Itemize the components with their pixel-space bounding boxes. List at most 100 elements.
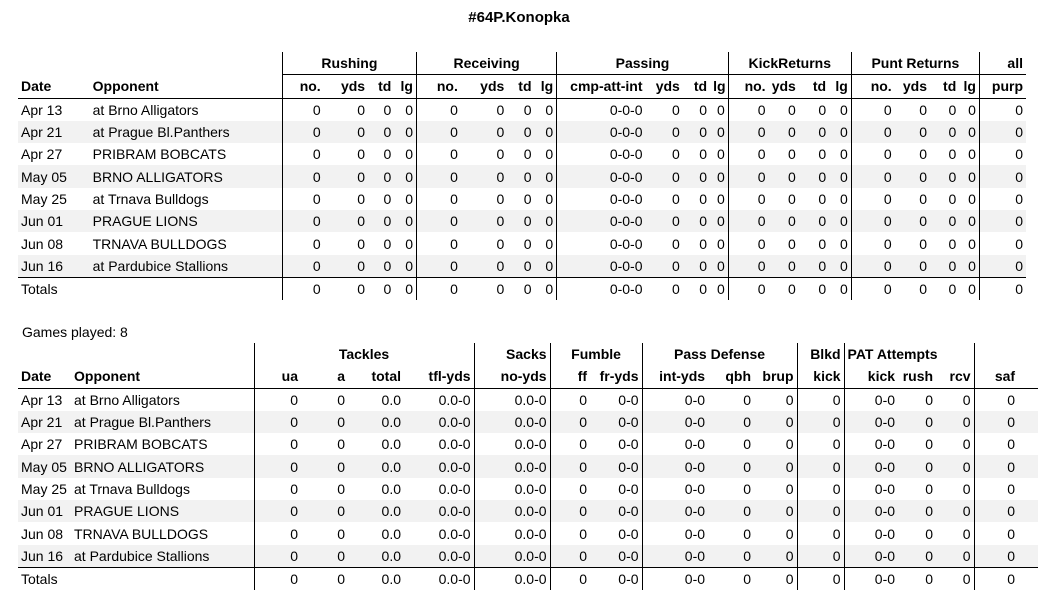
stat-cell: 0 [460,165,508,188]
stat-cell: 0 [716,146,725,163]
stat-cell: 0 [925,525,934,542]
table-row: Apr 21 at Prague Bl.Panthers 0 0 0.0 0.0-0 0.0… [18,410,1038,434]
totals-cell: 0.0-0 [404,566,475,591]
stat-cell: 0 [978,254,1026,278]
stat-cell: 0 [394,120,417,144]
stat-cell: 0.0 [381,436,401,453]
row-opponent: BRNO ALLIGATORS [89,165,283,188]
stat-cell: 0 [1018,500,1038,523]
stat-cell: 0 [898,544,937,568]
stat-cell: 0 [840,101,848,118]
totals-cell: 0 [708,566,755,591]
table-row: Jun 01 PRAGUE LIONS 0 0 0 0 0 0 0 0 0-0-0 0 0 0 0 0 0 0 0 0… [18,210,1026,233]
stat-cell: 0 [507,210,535,233]
totals-cell: 0 [368,276,395,301]
column-header: total [348,365,404,389]
group-all: all [978,52,1026,76]
stat-cell: 0 [415,210,461,233]
stat-cell: 0 [973,500,1019,523]
stat-cell: 0 [785,525,794,542]
stat-cell: 0 [727,120,769,144]
stat-cell: 0 [549,500,591,523]
stat-cell: 0 [523,235,532,252]
stat-cell: 0 [253,522,301,545]
stat-cell: 0 [768,210,799,233]
stat-cell: 0 [796,455,845,478]
row-opponent: at Trnava Bulldogs [92,190,209,207]
stat-cell: 0 [978,232,1026,255]
stat-cell: 0 [925,391,934,408]
stat-cell: 0 [727,98,769,121]
stat-cell: 0 [253,433,301,456]
stat-cell: 0 [545,190,554,207]
stat-cell: 0 [405,235,413,252]
column-header: kick [843,365,899,389]
column-header: Date [18,74,90,99]
stat-cell: 0 [301,410,348,434]
stat-cell: 0 [727,210,769,233]
totals-cell: 0 [415,276,461,301]
stat-cell: 0 [796,477,845,501]
stat-cell: 0 [710,210,729,233]
stat-cell: 0 [545,146,554,163]
stat-cell: 0 [415,232,461,255]
column-header: td [798,74,830,99]
row-opponent: at Prague Bl.Panthers [71,410,254,434]
stat-cell: 0 [743,391,752,408]
stat-cell: 0 [415,98,461,121]
stat-cell: 0 [383,146,392,163]
stat-cell: 0 [496,190,505,207]
stat-cell: 0 [829,254,852,278]
stat-cell: 0.0-0 [473,522,551,545]
stat-cell: 0 [534,165,557,188]
column-header: td [507,74,535,99]
stat-cell: 0.0-0 [438,436,471,453]
stat-cell: 0.0-0 [404,455,475,478]
stat-cell: 0 [796,388,845,411]
stat-cell: 0 [534,254,557,278]
stat-cell: 0 [959,165,980,188]
stat-cell: 0 [785,436,794,453]
row-date: Jun 01 [18,210,90,233]
totals-cell: 0 [850,276,895,301]
stat-cell: 0 [460,210,508,233]
stat-cell: 0 [894,120,931,144]
stat-cell: 0-0-0 [556,187,646,211]
stat-cell: 0 [798,210,830,233]
stat-cell: 0 [930,254,960,278]
stat-cell: 0.0-0 [473,433,551,456]
stat-cell: 0 [959,254,980,278]
stat-cell: 0 [281,210,324,233]
stat-cell: 0 [545,235,554,252]
table-row: Jun 08 TRNAVA BULLDOGS 0 0 0 0 0 0 0 0 0-0-0 0 0 0 0 0 0… [18,232,1026,255]
stat-cell: 0 [496,101,505,118]
stat-cell: 0 [383,235,392,252]
stat-cell: 0-0 [618,391,639,408]
stat-cell: 0 [337,391,345,408]
stat-cell: 0 [978,210,1026,233]
stat-cell: 0 [930,120,960,144]
stat-cell: 0.0-0 [473,500,551,523]
stat-cell: 0 [1018,522,1038,544]
stat-cell: 0 [645,254,683,278]
stat-cell: 0 [936,500,975,523]
row-date: May 25 [21,190,67,207]
stat-cell: 0 [973,477,1019,501]
stat-cell: 0-0-0 [556,210,646,233]
totals-spacer [89,276,283,301]
table-row: Apr 13 at Brno Alligators 0 0 0 0 0 0 0 0 0-0-0 0 0 0… [18,98,1026,121]
row-date: Apr 21 [18,410,71,434]
defense-stats-table: Tackles Sacks Fumble Pass Defense Blkd P… [18,343,1038,591]
stat-cell: 0 [930,210,960,233]
stat-cell: 0 [968,146,976,163]
group-passing: Passing [556,52,729,76]
stat-cell: 0 [919,146,928,163]
column-header: cmp-att-int [556,74,646,99]
stat-cell: 0 [727,143,769,166]
stat-cell: 0 [936,410,975,434]
totals-label: Totals [18,276,90,301]
group-pass-defense: Pass Defense [641,343,798,366]
stat-cell: 0 [959,210,980,233]
table-row: Apr 27 PRIBRAM BOBCATS 0 0 0.0 0.0-0 0.0-0 0 0-0… [18,433,1038,456]
stat-cell: 0.0-0 [473,410,551,434]
